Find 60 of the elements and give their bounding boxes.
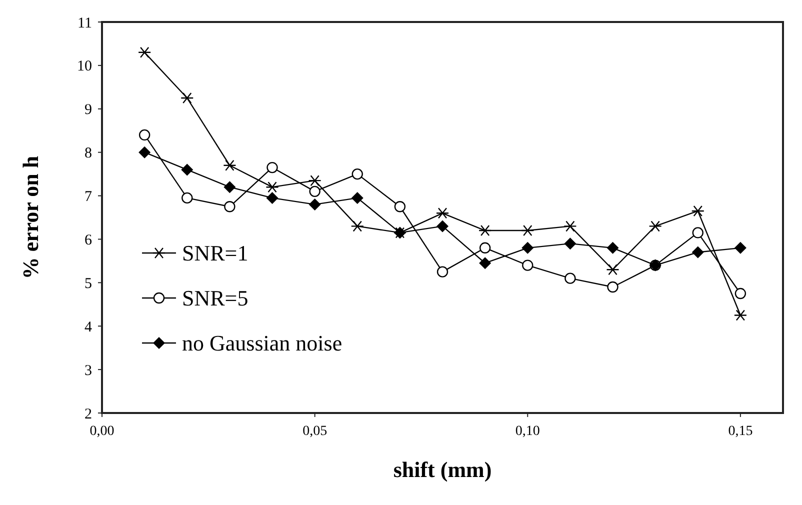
x-tick-label: 0,05 [302,424,328,439]
point [266,181,279,193]
point [734,288,746,300]
y-tick-label: 2 [84,406,92,422]
point [351,192,364,204]
point [309,186,320,198]
x-tick-label: 0,15 [728,424,753,439]
point [692,227,704,238]
point [606,264,620,276]
point [181,164,194,176]
y-tick-label: 10 [77,58,92,75]
point [224,181,236,194]
y-tick-label: 8 [84,146,92,162]
point [522,260,534,271]
point [436,220,448,232]
point [394,201,406,212]
point [692,246,704,258]
point [734,242,746,254]
y-tick-label: 6 [84,232,92,248]
point [564,220,577,232]
x-tick-label: 0,00 [90,424,114,439]
legend-label: no Gaussian noise [182,330,342,356]
point [648,220,662,232]
point [734,310,748,321]
point [223,160,236,171]
point [308,198,321,210]
point [138,46,152,58]
point [564,272,576,284]
point [478,224,492,236]
point [606,242,619,254]
point [182,192,193,204]
point [564,238,576,250]
point [308,174,322,186]
point [352,168,363,180]
point [479,242,491,254]
legend-label: SNR=1 [182,240,248,266]
point [266,162,278,174]
y-tick-label: 4 [84,319,92,336]
point [522,242,534,254]
point [436,266,448,278]
point [691,205,704,217]
y-tick-label: 5 [84,276,92,292]
x-axis-title: shift (mm) [393,457,492,482]
point [266,192,278,204]
y-tick-label: 7 [84,189,92,206]
point [436,208,450,219]
point [180,92,194,104]
y-tick-label: 3 [84,362,92,379]
point [479,257,492,270]
point [521,224,534,236]
point [350,220,364,232]
point [138,129,150,141]
legend-label: SNR=5 [182,286,248,311]
x-tick-label: 0,10 [515,424,540,439]
y-axis-title: % error on h [18,156,43,280]
y-tick-label: 11 [78,15,92,32]
point [224,201,236,212]
point [607,281,618,293]
y-tick-label: 9 [84,102,92,118]
point [138,146,151,158]
